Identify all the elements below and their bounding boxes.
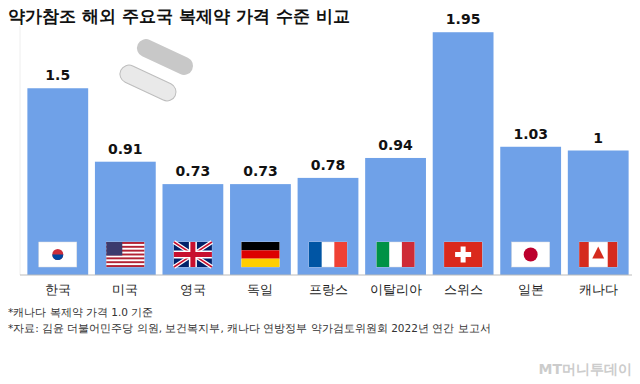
flag-part: [241, 250, 279, 258]
x-tick-label: 독일: [247, 282, 273, 297]
bar: [433, 32, 494, 275]
x-tick-label: 영국: [180, 282, 206, 297]
flag: [241, 242, 279, 267]
flag-part: [241, 259, 279, 267]
flag-part: [455, 252, 471, 257]
y-axis-line: [20, 26, 21, 275]
flag: [512, 242, 550, 267]
flag-part: [174, 242, 212, 267]
x-tick-label: 스위스: [444, 282, 483, 297]
note: *자료: 김윤 더불어민주당 의원, 보건복지부, 캐나다 연방정부 약가검토위…: [8, 322, 491, 334]
bar: [27, 88, 88, 275]
flag-part: [174, 242, 212, 267]
chart-svg: 약가참조 해외 주요국 복제약 가격 수준 비교 1.5 0.91 0.73 0.73 0…: [0, 0, 640, 384]
background: [0, 0, 640, 384]
page: {"chart_data": {"type": "bar", "title": …: [0, 0, 640, 384]
x-tick-label: 캐나다: [579, 282, 618, 297]
flag-part: [174, 242, 212, 267]
pill: [117, 62, 179, 104]
pill-decoration: [117, 36, 196, 104]
x-tick-label: 프랑스: [309, 282, 348, 297]
flag-part: [106, 242, 122, 256]
flag-part: [377, 242, 390, 267]
bar: [162, 184, 223, 275]
data-label: 0.94: [378, 137, 413, 153]
title: 약가참조 해외 주요국 복제약 가격 수준 비교: [8, 6, 350, 26]
flag-part: [190, 242, 195, 267]
flag-bg: [512, 242, 550, 267]
flag-bg: [579, 242, 617, 267]
flag-part: [334, 242, 347, 267]
bar: [298, 178, 359, 275]
flag-part: [402, 242, 415, 267]
data-label: 1.5: [45, 67, 70, 83]
flag-part: [174, 242, 212, 267]
flag-part: [309, 242, 322, 267]
x-tick-label: 이탈리아: [370, 282, 422, 297]
flag: [106, 242, 144, 267]
bars: [27, 32, 628, 275]
flag: [377, 242, 415, 267]
flag-bg: [444, 242, 482, 267]
flag-bg: [241, 242, 279, 267]
flag-bg: [106, 242, 144, 267]
flag-part: [106, 261, 144, 263]
data-labels: 1.5 0.91 0.73 0.73 0.78 0.94 1.95 1.03 1: [45, 11, 603, 179]
data-label: 0.78: [311, 157, 346, 173]
data-label: 1.03: [513, 126, 548, 142]
bar: [568, 151, 629, 276]
baseline: [20, 275, 632, 276]
flag-part: [106, 257, 144, 259]
flag-part: [241, 242, 279, 250]
flag: [174, 242, 212, 267]
flag-part: [592, 247, 604, 259]
flag-part: [608, 242, 618, 267]
x-tick-label: 한국: [45, 282, 71, 297]
flag-part: [52, 249, 63, 260]
flag-bg: [174, 242, 212, 267]
data-label: 1.95: [446, 11, 481, 27]
flag-bg: [309, 242, 347, 267]
x-tick-label: 일본: [518, 282, 544, 297]
data-label: 0.73: [176, 163, 211, 179]
flag-part: [106, 265, 144, 267]
x-tick-label: 미국: [112, 282, 138, 297]
data-label: 0.73: [243, 163, 278, 179]
flag-part: [444, 242, 482, 267]
flag: [39, 242, 77, 267]
flag-part: [524, 248, 538, 262]
x-tick-labels: 한국 미국 영국 독일 프랑스 이탈리아 스위스 일본 캐나다: [45, 282, 618, 297]
bar: [95, 162, 156, 275]
flag-bg: [377, 242, 415, 267]
flag: [444, 242, 482, 267]
data-label: 0.91: [108, 141, 143, 157]
watermark: MT머니투데이: [539, 361, 632, 377]
chart-container: 약가참조 해외 주요국 복제약 가격 수준 비교 1.5 0.91 0.73 0.73 0…: [0, 0, 640, 384]
flag: [309, 242, 347, 267]
bar: [230, 184, 291, 275]
flag-part: [174, 242, 212, 267]
bar: [365, 158, 426, 275]
flag-part: [52, 255, 63, 261]
data-label: 1: [593, 130, 603, 146]
note: *캐나다 복제약 가격 1.0 기준: [8, 306, 153, 318]
flag-bg: [39, 242, 77, 267]
bar: [500, 147, 561, 275]
flag: [579, 242, 617, 267]
flag-part: [579, 242, 589, 267]
flags: [39, 242, 617, 267]
